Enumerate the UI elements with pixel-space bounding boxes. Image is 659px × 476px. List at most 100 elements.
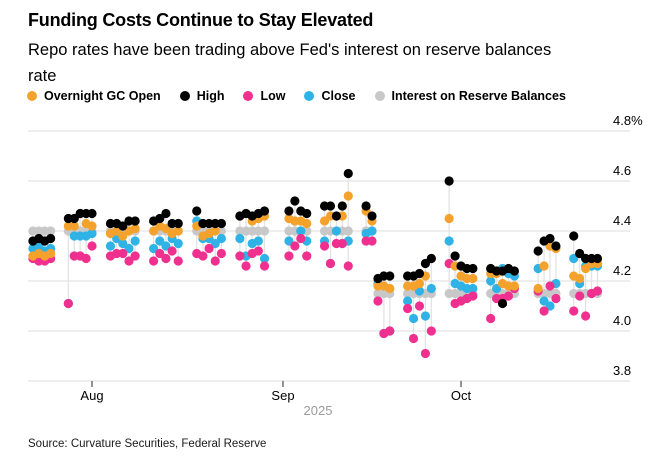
low-dot	[167, 246, 177, 256]
open-dot	[210, 226, 220, 236]
open-dot	[130, 223, 140, 234]
open-dot	[87, 221, 97, 231]
legend-label: Interest on Reserve Balances	[391, 89, 566, 103]
open-dot	[161, 223, 171, 234]
low-dot	[319, 241, 330, 251]
close-dot	[426, 283, 436, 294]
open-dot	[343, 191, 353, 201]
low-dot	[545, 281, 555, 291]
close-dot	[124, 243, 134, 254]
high-dot	[337, 201, 347, 211]
low-dot	[296, 233, 306, 244]
close-dot	[130, 236, 140, 246]
high-dot	[216, 218, 226, 229]
low-dot	[337, 238, 347, 249]
legend-item: Overnight GC Open	[27, 89, 161, 103]
high-dot	[130, 216, 140, 226]
legend-dot-icon	[243, 91, 254, 101]
high-dot	[192, 206, 202, 216]
low-dot	[124, 256, 134, 266]
high-dot	[545, 233, 555, 244]
legend-item: High	[179, 89, 225, 103]
high-dot	[592, 253, 603, 264]
year-label: 2025	[304, 403, 333, 418]
iorb-dot	[259, 226, 270, 236]
low-dot	[408, 333, 419, 344]
high-dot	[118, 221, 128, 231]
low-dot	[118, 248, 128, 259]
high-dot	[284, 206, 294, 216]
high-dot	[290, 196, 300, 206]
high-dot	[343, 168, 353, 179]
legend-label: High	[196, 89, 225, 103]
high-dot	[444, 176, 454, 186]
high-dot	[331, 211, 341, 221]
extra-dot	[497, 298, 508, 309]
close-dot	[403, 296, 413, 306]
low-dot	[155, 248, 165, 259]
low-dot	[367, 236, 377, 246]
high-dot	[361, 201, 371, 211]
low-dot	[575, 291, 585, 301]
open-dot	[575, 273, 585, 284]
y-axis-label: 4.6	[613, 163, 631, 178]
low-dot	[414, 301, 425, 311]
high-dot	[367, 211, 377, 221]
close-dot	[105, 241, 116, 251]
open-dot	[468, 273, 478, 284]
open-dot	[539, 261, 549, 271]
low-dot	[468, 291, 478, 301]
low-dot	[259, 261, 270, 271]
low-dot	[63, 298, 73, 309]
high-dot	[173, 218, 183, 229]
open-dot	[444, 213, 454, 224]
legend-dot-icon	[374, 91, 385, 101]
close-dot	[173, 238, 183, 249]
low-dot	[204, 243, 214, 254]
high-dot	[385, 271, 395, 281]
low-dot	[210, 256, 220, 266]
low-dot	[173, 256, 183, 266]
legend-item: Interest on Reserve Balances	[374, 89, 566, 103]
legend-label: Low	[260, 89, 286, 103]
high-dot	[569, 231, 579, 241]
iorb-dot	[343, 226, 353, 236]
low-dot	[486, 313, 496, 324]
legend-label: Close	[321, 89, 356, 103]
close-dot	[367, 226, 377, 236]
high-dot	[325, 201, 336, 211]
y-axis-label: 4.8%	[613, 113, 643, 128]
low-dot	[385, 326, 395, 336]
low-dot	[503, 291, 514, 301]
x-axis-label: Oct	[451, 388, 472, 403]
low-dot	[216, 248, 226, 259]
close-dot	[118, 238, 128, 249]
high-dot	[450, 251, 460, 261]
low-dot	[235, 251, 245, 261]
high-dot	[551, 241, 561, 251]
chart-subtitle-line2: rate	[28, 67, 57, 85]
open-dot	[173, 226, 183, 236]
iorb-dot	[46, 226, 56, 236]
low-dot	[302, 251, 312, 261]
chart-legend: Overnight GC Open High Low Close Interest on…	[27, 89, 566, 103]
low-dot	[343, 261, 353, 271]
open-dot	[414, 278, 425, 289]
close-dot	[259, 253, 270, 264]
close-dot	[420, 311, 430, 321]
open-dot	[509, 281, 519, 291]
high-dot	[426, 253, 436, 264]
low-dot	[581, 311, 591, 321]
high-dot	[46, 233, 56, 244]
low-dot	[403, 303, 413, 314]
close-dot	[486, 276, 496, 286]
low-dot	[592, 286, 603, 296]
low-dot	[290, 241, 300, 251]
open-dot	[302, 218, 312, 229]
close-dot	[216, 233, 226, 244]
low-dot	[87, 241, 97, 251]
close-dot	[155, 236, 165, 246]
high-dot	[259, 206, 270, 216]
open-dot	[46, 248, 56, 259]
chart-title: Funding Costs Continue to Stay Elevated	[28, 10, 374, 30]
